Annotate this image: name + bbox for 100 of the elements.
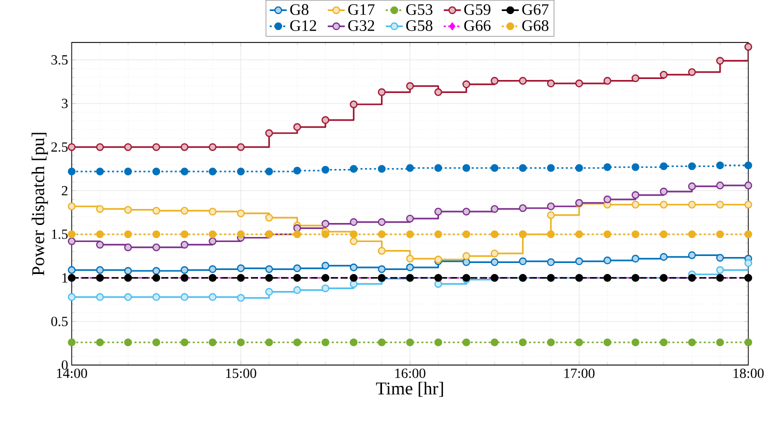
point [68, 293, 76, 302]
point [632, 200, 640, 209]
legend-label: G32 [348, 20, 374, 32]
point [518, 204, 527, 212]
point [124, 168, 132, 176]
y-tick-label: 3.5 [51, 55, 68, 65]
point [378, 88, 386, 96]
point [490, 230, 498, 238]
point [350, 338, 358, 346]
point [518, 258, 527, 266]
point [180, 230, 188, 238]
point [434, 230, 442, 238]
point [293, 230, 302, 238]
point [716, 338, 724, 346]
point [688, 162, 696, 170]
point [632, 230, 640, 238]
point [152, 293, 160, 302]
point [265, 214, 273, 222]
point [208, 293, 216, 302]
point [378, 265, 386, 274]
point [265, 129, 273, 138]
point [462, 208, 470, 216]
y-axis-title: Power dispatch [pu] [32, 132, 48, 276]
point [490, 258, 498, 266]
point [68, 230, 76, 238]
point [716, 162, 724, 170]
point [350, 230, 358, 238]
point [208, 338, 216, 346]
point [744, 43, 752, 51]
point [462, 338, 470, 346]
point [547, 164, 555, 172]
point [604, 338, 612, 346]
point [406, 82, 414, 90]
point [208, 265, 216, 274]
point [152, 168, 160, 176]
point [462, 164, 470, 172]
point [490, 77, 498, 85]
point [124, 244, 132, 252]
point [575, 258, 584, 266]
legend-label: G59 [464, 4, 490, 16]
point [96, 338, 104, 346]
legend-label: G67 [522, 4, 549, 16]
legend-label: G66 [464, 20, 491, 32]
point [236, 230, 245, 238]
point [208, 168, 216, 176]
point [96, 168, 104, 176]
point [575, 338, 584, 346]
point [688, 182, 696, 190]
point [152, 338, 160, 346]
point [547, 202, 555, 210]
point [744, 162, 752, 170]
point [604, 256, 612, 264]
point [293, 286, 302, 294]
point [293, 166, 302, 175]
point [632, 338, 640, 346]
point [152, 143, 160, 152]
point [180, 338, 188, 346]
point [152, 267, 160, 275]
point [68, 168, 76, 176]
y-tick-label: 0 [62, 360, 68, 370]
x-axis-title: Time [hr] [376, 382, 443, 397]
point [265, 265, 273, 274]
point [293, 338, 302, 346]
point [236, 168, 245, 176]
point [660, 253, 668, 261]
point [180, 206, 188, 215]
point [350, 237, 358, 246]
point [124, 206, 132, 214]
point [462, 252, 470, 260]
point [68, 266, 76, 274]
point [180, 240, 188, 249]
point [518, 77, 527, 85]
y-tick-label: 1 [62, 273, 68, 283]
point [152, 230, 160, 238]
point [462, 80, 470, 88]
point [96, 240, 104, 249]
point [547, 80, 555, 88]
point [152, 206, 160, 215]
point [604, 196, 612, 204]
point [68, 338, 76, 346]
point [378, 247, 386, 255]
point [322, 116, 330, 124]
legend-label: G53 [406, 4, 432, 16]
point [716, 57, 724, 65]
point [660, 200, 668, 209]
point [350, 165, 358, 173]
point [96, 266, 104, 274]
point [604, 77, 612, 85]
point [236, 210, 245, 218]
legend-label: G12 [290, 20, 316, 32]
point [632, 163, 640, 172]
x-tick-label: 14:00 [57, 368, 88, 378]
point [406, 264, 414, 272]
point [716, 266, 724, 274]
y-tick-label: 0.5 [51, 316, 68, 326]
point [632, 74, 640, 82]
point [660, 338, 668, 346]
point [68, 237, 76, 246]
point [378, 218, 386, 226]
point [688, 200, 696, 209]
